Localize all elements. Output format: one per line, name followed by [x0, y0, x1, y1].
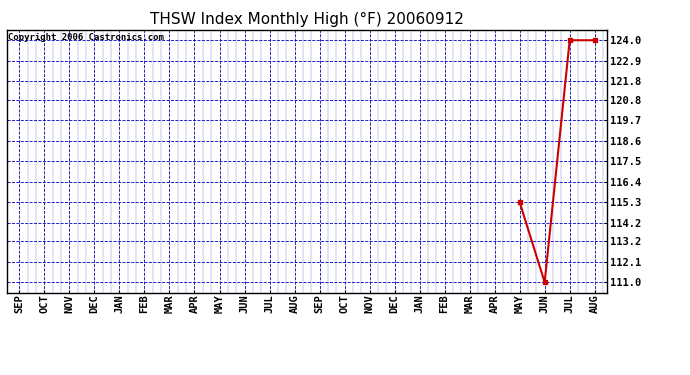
Title: THSW Index Monthly High (°F) 20060912: THSW Index Monthly High (°F) 20060912 [150, 12, 464, 27]
Text: Copyright 2006 Castronics.com: Copyright 2006 Castronics.com [8, 33, 164, 42]
